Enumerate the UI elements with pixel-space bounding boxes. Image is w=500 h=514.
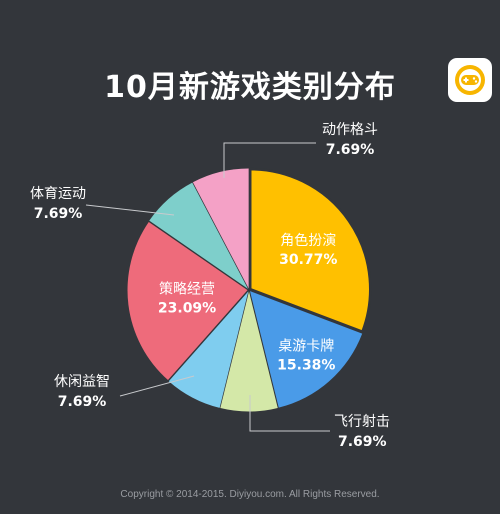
slice-6-value-label: 7.69%	[34, 206, 83, 222]
slice-5-label: 策略经营	[159, 281, 215, 298]
slice-1-value-label: 30.77%	[279, 252, 337, 268]
slice-7-value-label: 7.69%	[326, 142, 375, 158]
slice-4	[168, 291, 249, 408]
slice-1-label: 角色扮演	[280, 232, 336, 249]
slice-3-value-label: 7.69%	[338, 434, 387, 450]
copyright-footer: Copyright © 2014-2015. Diyiyou.com. All …	[120, 489, 380, 500]
gamepad-icon	[448, 58, 492, 102]
slice-2-label: 桌游卡牌	[278, 338, 334, 355]
slice-7-label: 动作格斗	[322, 122, 378, 138]
slice-2	[249, 291, 363, 408]
slice-5	[127, 221, 248, 381]
slice-6-label: 体育运动	[30, 186, 86, 202]
slice-3	[220, 291, 278, 412]
slice-4-value-label: 7.69%	[58, 394, 107, 410]
slice-7-leader-line	[223, 142, 316, 178]
slice-4-leader-line	[119, 375, 195, 397]
slice-6	[149, 182, 249, 289]
slice-3-leader-line	[249, 395, 330, 432]
slice-6-leader-line	[85, 204, 175, 216]
slice-1	[248, 167, 372, 333]
slice-2-value-label: 15.38%	[277, 358, 335, 374]
slice-7	[192, 168, 249, 289]
chart-title: 10月新游戏类别分布	[104, 70, 396, 105]
slice-3-label: 飞行射击	[334, 414, 390, 430]
slice-5-value-label: 23.09%	[158, 301, 216, 317]
slice-4-label: 休闲益智	[54, 374, 110, 390]
